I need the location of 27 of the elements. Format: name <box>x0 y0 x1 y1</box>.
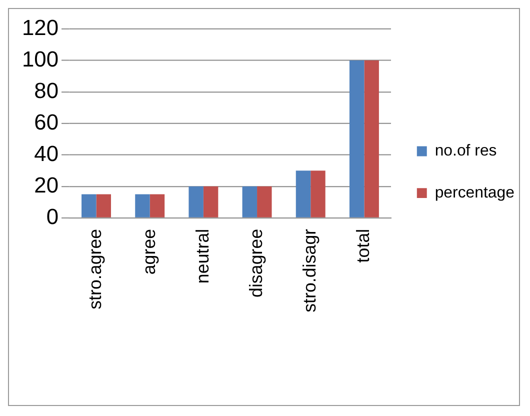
bar <box>150 194 165 218</box>
legend-label: no.of res <box>434 142 497 160</box>
x-tick-label: stro.agree <box>85 228 106 310</box>
bar <box>349 60 364 218</box>
x-tick-label: neutral <box>192 228 212 284</box>
x-tick-label: stro.disagr <box>300 228 320 312</box>
bar <box>135 194 150 218</box>
bar <box>242 186 258 218</box>
y-tick-label: 0 <box>46 204 59 229</box>
x-tick-label: disagree <box>246 228 266 298</box>
y-tick-label: 100 <box>22 46 59 72</box>
y-tick-label: 20 <box>34 172 59 198</box>
bar <box>203 186 218 218</box>
bar <box>310 170 326 218</box>
bar <box>188 186 204 218</box>
y-tick-label: 40 <box>34 140 59 166</box>
bar <box>296 170 311 218</box>
y-tick-label: 80 <box>34 78 59 103</box>
x-tick-label: total <box>353 228 374 263</box>
bar <box>96 194 111 218</box>
legend-label: percentage <box>434 184 515 202</box>
bar <box>82 194 96 218</box>
bar <box>257 186 272 218</box>
y-tick-label: 120 <box>22 14 59 40</box>
bar <box>364 60 379 218</box>
y-tick-label: 60 <box>34 109 59 134</box>
x-tick-label: agree <box>138 228 159 275</box>
